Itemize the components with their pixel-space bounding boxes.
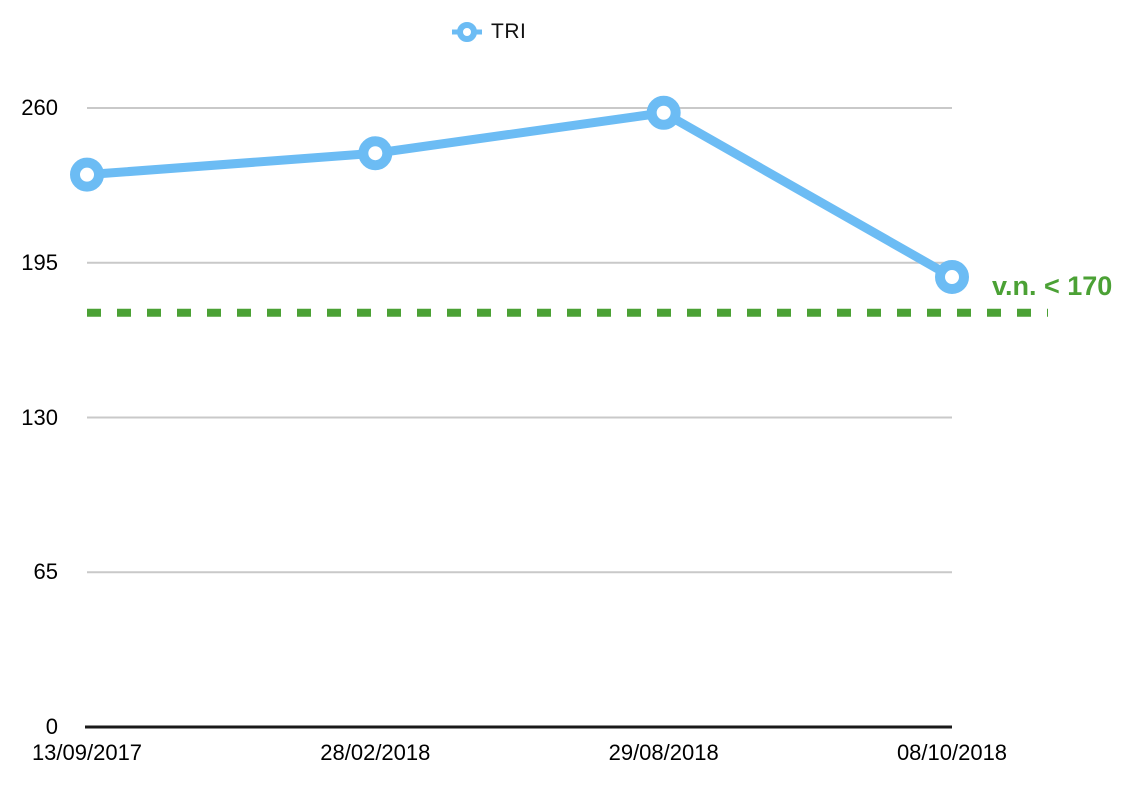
y-axis-tick-label: 0: [45, 714, 58, 739]
y-axis-tick-label: 195: [21, 249, 58, 275]
data-point-marker: [70, 157, 104, 192]
y-axis-tick-label: 260: [21, 95, 58, 120]
x-axis-label: 29/08/2018: [608, 740, 719, 765]
reference-line-label: v.n. < 170: [992, 271, 1113, 301]
data-point-marker: [646, 95, 681, 130]
legend-label-tri: TRI: [491, 20, 527, 43]
tri-legend-marker-icon: [452, 22, 482, 42]
x-axis-label: 13/09/2017: [31, 740, 143, 765]
legend: TRI: [452, 20, 526, 44]
data-point-marker: [358, 136, 393, 171]
x-axis-label: 08/10/2018: [896, 740, 1008, 765]
y-axis-tick-label: 65: [33, 559, 58, 585]
tri-series-line: [82, 108, 957, 282]
x-axis-label: 28/02/2018: [320, 740, 431, 765]
data-point-marker: [935, 260, 969, 295]
y-axis-tick-label: 130: [21, 404, 58, 430]
